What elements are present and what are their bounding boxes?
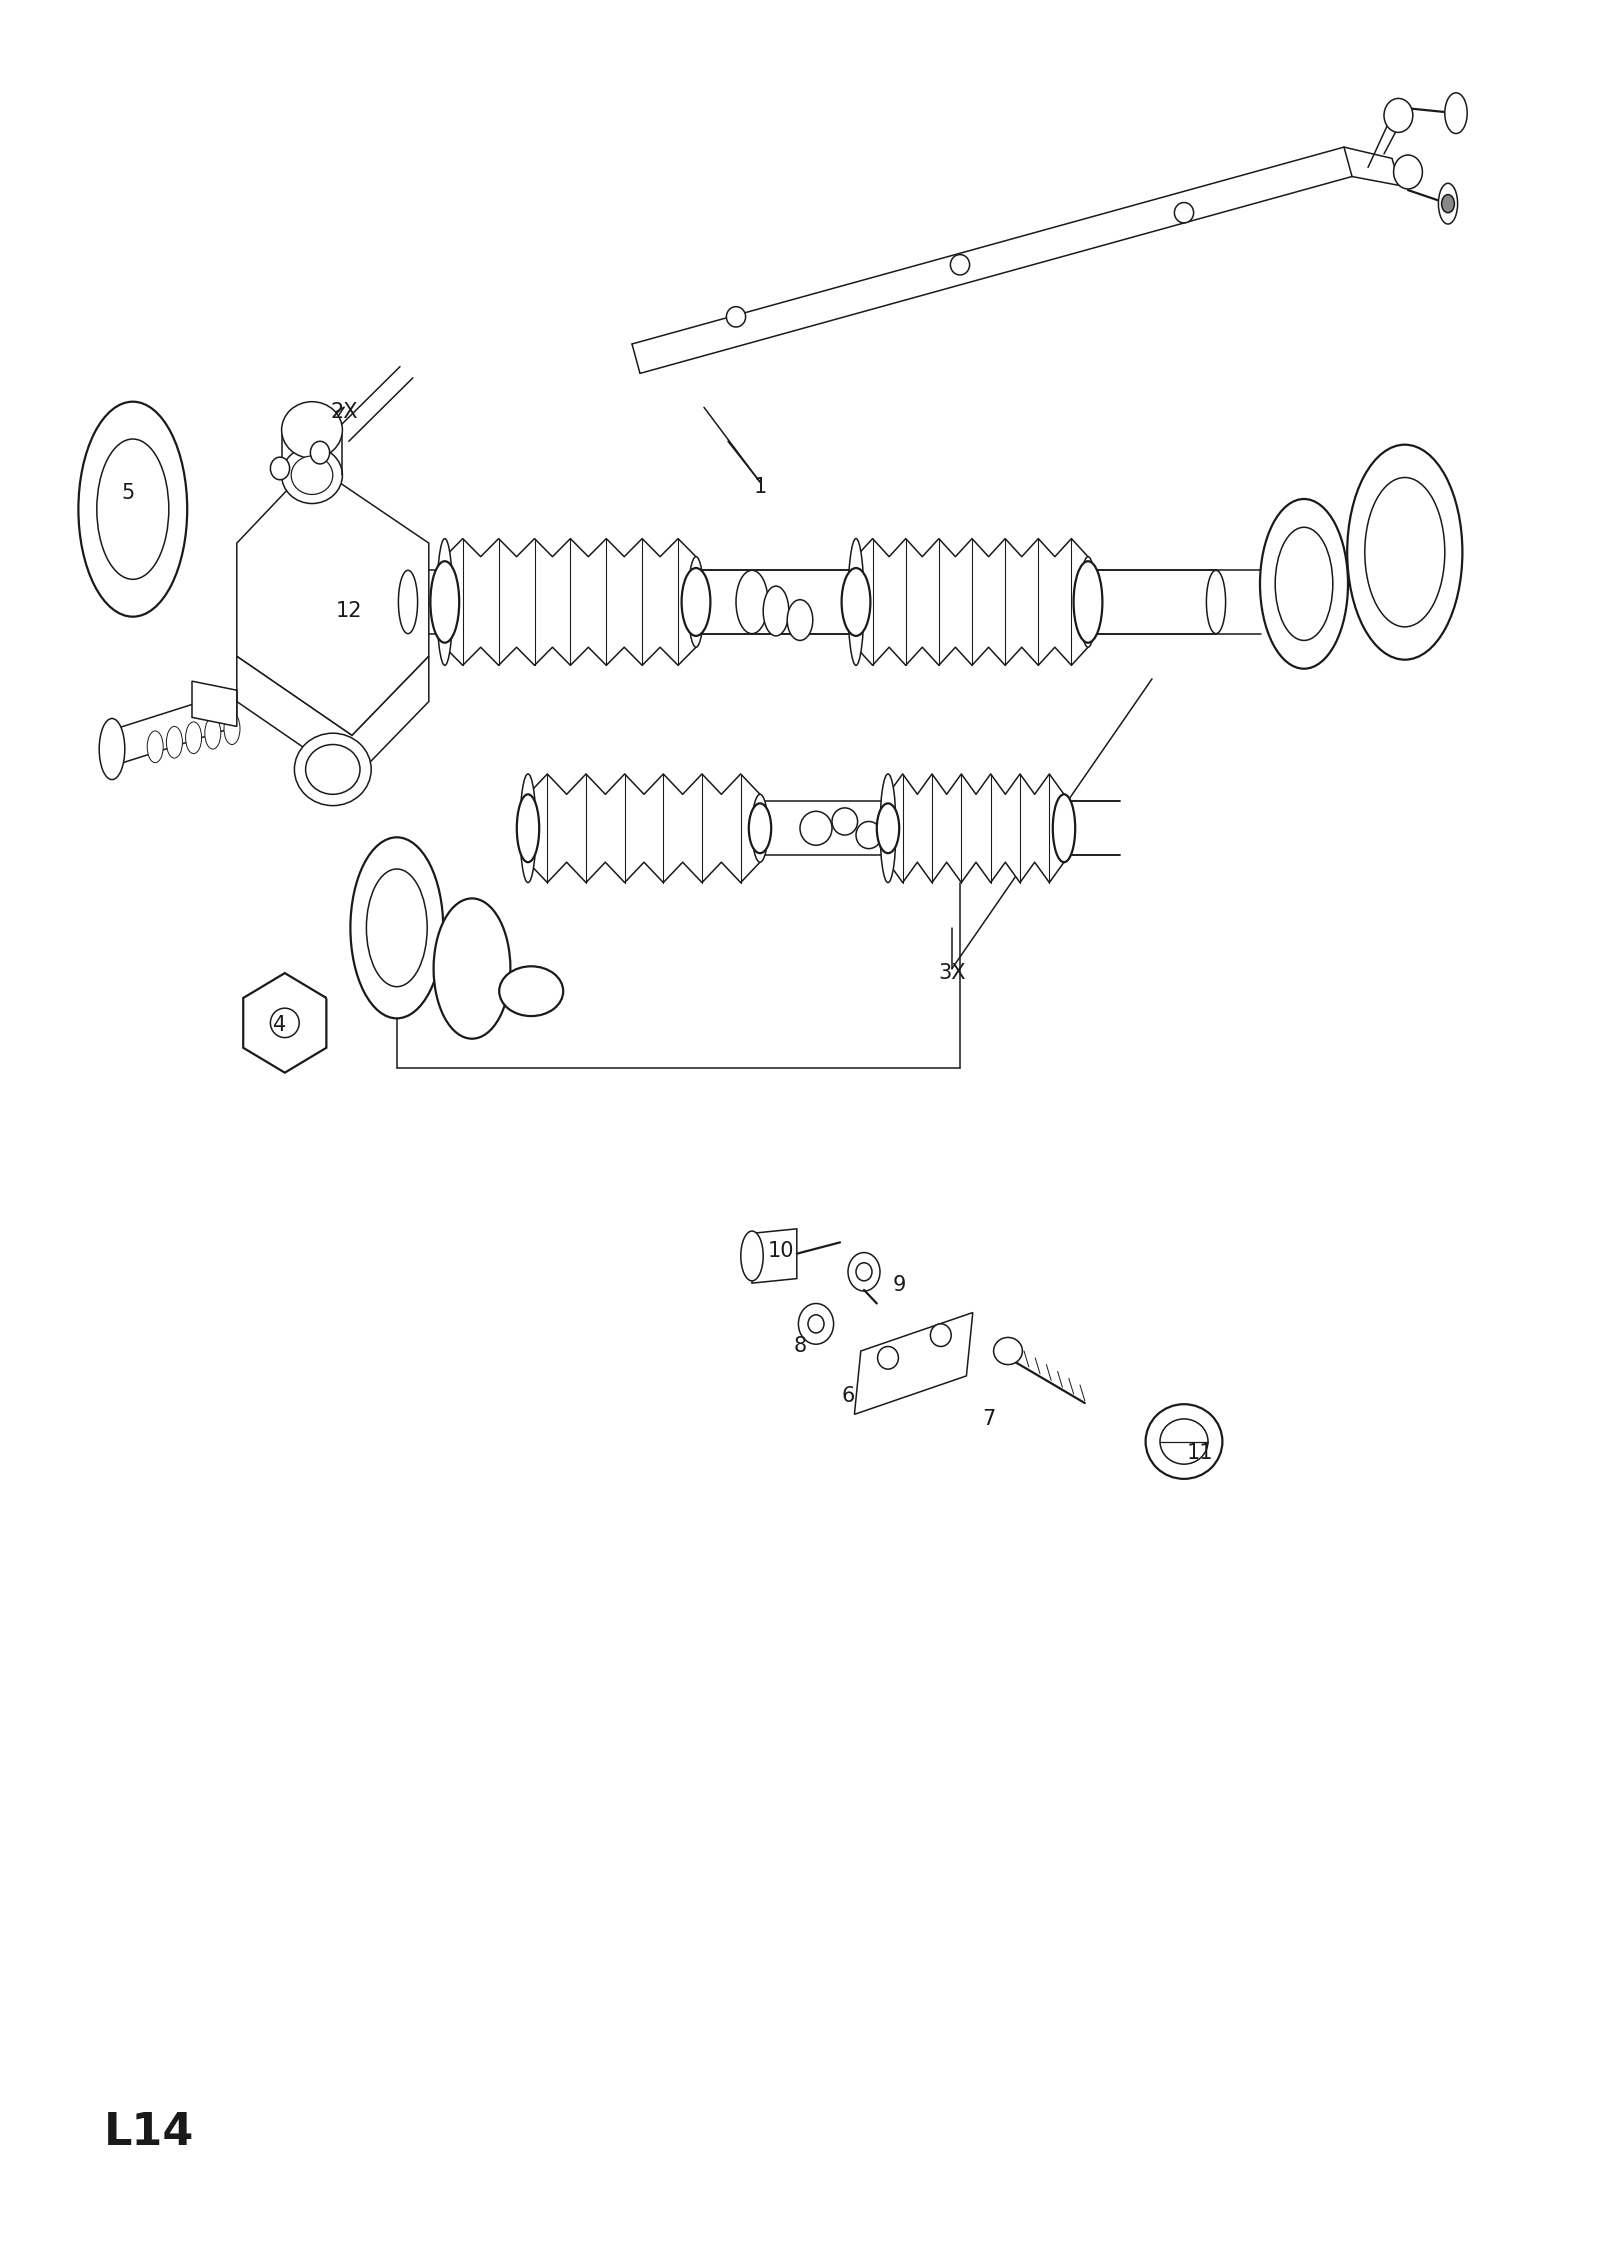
Ellipse shape [688,557,704,647]
Polygon shape [854,1313,973,1414]
Ellipse shape [1174,201,1194,222]
Ellipse shape [147,731,163,763]
Ellipse shape [1365,477,1445,627]
Ellipse shape [1053,794,1075,862]
Ellipse shape [430,561,459,643]
Ellipse shape [1056,794,1072,862]
Ellipse shape [931,1324,950,1346]
Ellipse shape [306,745,360,794]
Text: 1: 1 [754,477,766,496]
Text: 11: 11 [1187,1444,1213,1462]
Ellipse shape [1160,1419,1208,1464]
Polygon shape [237,656,429,781]
Ellipse shape [856,821,882,849]
Ellipse shape [950,253,970,274]
Polygon shape [856,539,1088,665]
Ellipse shape [99,717,125,778]
Ellipse shape [282,401,342,457]
Ellipse shape [1146,1403,1222,1480]
Ellipse shape [310,441,330,464]
Ellipse shape [366,869,427,987]
Text: 8: 8 [794,1337,806,1356]
Ellipse shape [1074,561,1102,643]
Ellipse shape [499,966,563,1016]
Ellipse shape [741,1231,763,1281]
Ellipse shape [1442,195,1454,213]
Ellipse shape [800,810,832,846]
Polygon shape [528,774,760,883]
Ellipse shape [1394,154,1422,188]
Ellipse shape [166,726,182,758]
Ellipse shape [994,1337,1022,1365]
Polygon shape [237,464,429,735]
Text: L14: L14 [104,2111,194,2154]
Ellipse shape [291,455,333,496]
Ellipse shape [437,539,453,665]
Text: 4: 4 [274,1016,286,1034]
Polygon shape [243,973,326,1073]
Ellipse shape [186,722,202,754]
Ellipse shape [763,586,789,636]
Ellipse shape [787,600,813,640]
Ellipse shape [842,568,870,636]
Ellipse shape [294,733,371,806]
Ellipse shape [520,774,536,883]
Ellipse shape [1445,93,1467,134]
Ellipse shape [282,448,342,502]
Ellipse shape [1080,557,1096,647]
Ellipse shape [736,570,768,634]
Ellipse shape [798,1303,834,1344]
Ellipse shape [517,794,539,862]
Ellipse shape [398,570,418,634]
Text: 10: 10 [768,1242,794,1260]
Ellipse shape [848,1251,880,1290]
Ellipse shape [856,1263,872,1281]
Ellipse shape [682,568,710,636]
Ellipse shape [1347,444,1462,661]
Ellipse shape [1206,570,1226,634]
Polygon shape [192,681,237,726]
Ellipse shape [877,803,899,853]
Ellipse shape [205,717,221,749]
Ellipse shape [270,1009,299,1036]
Ellipse shape [1384,97,1413,131]
Polygon shape [752,1229,797,1283]
Polygon shape [109,690,237,767]
Ellipse shape [752,794,768,862]
Ellipse shape [878,1346,899,1369]
Ellipse shape [1275,527,1333,640]
Ellipse shape [832,808,858,835]
Ellipse shape [1261,500,1347,670]
Text: 6: 6 [842,1387,854,1405]
Ellipse shape [726,306,746,326]
Ellipse shape [78,401,187,616]
Text: 2X: 2X [330,403,358,421]
Polygon shape [445,539,696,665]
Ellipse shape [98,439,170,579]
Ellipse shape [880,774,896,883]
Text: 5: 5 [122,484,134,502]
Text: 3X: 3X [938,964,966,982]
Ellipse shape [749,803,771,853]
Text: 9: 9 [893,1276,906,1294]
Polygon shape [888,774,1064,883]
Text: 7: 7 [982,1410,995,1428]
Ellipse shape [350,837,443,1018]
Ellipse shape [848,539,864,665]
Ellipse shape [224,713,240,745]
Ellipse shape [434,898,510,1039]
Text: 12: 12 [336,602,362,620]
Ellipse shape [270,457,290,480]
Ellipse shape [1438,183,1458,224]
Ellipse shape [808,1315,824,1333]
